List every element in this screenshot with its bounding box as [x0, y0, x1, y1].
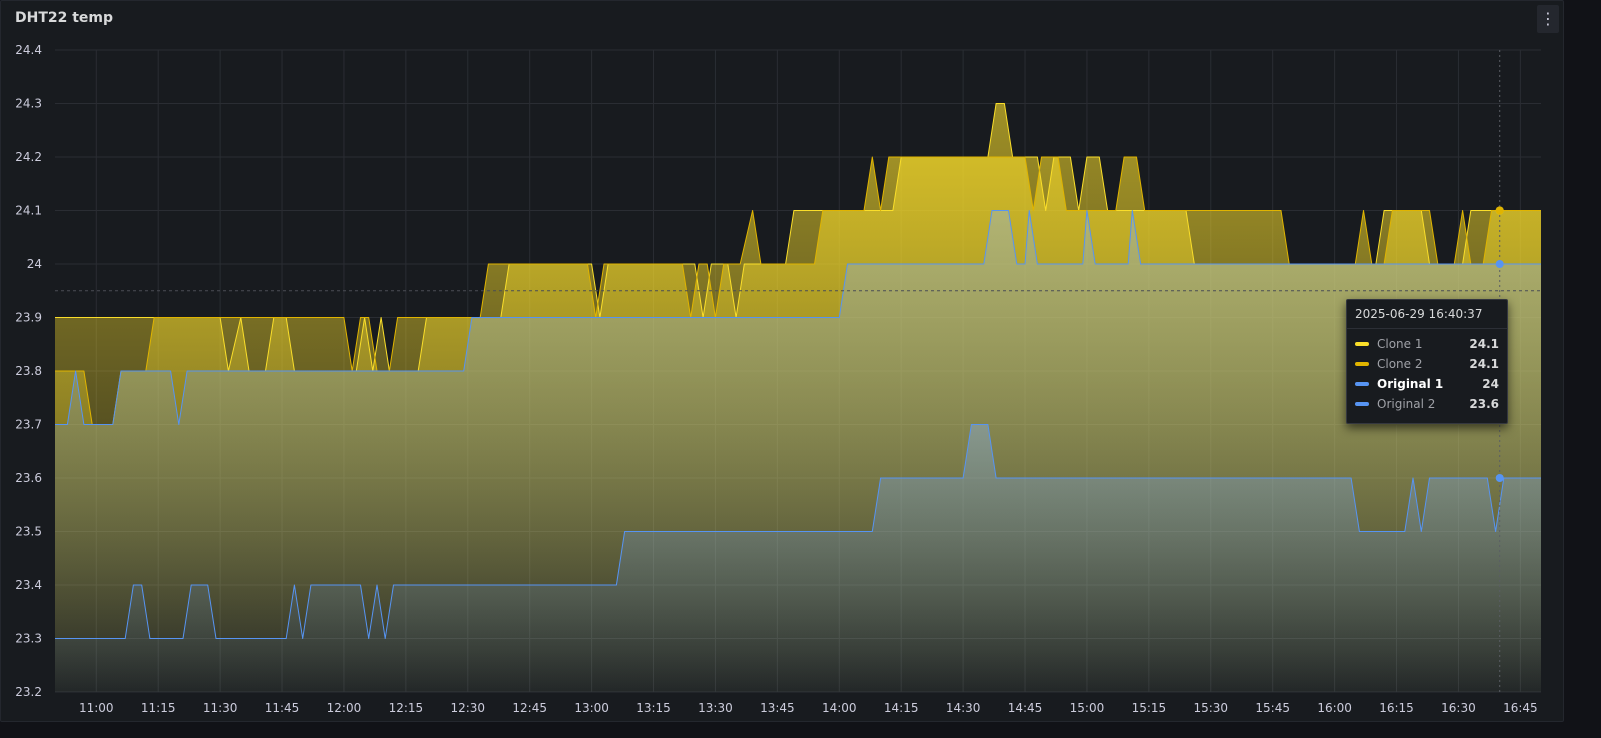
x-tick-label: 13:30: [698, 701, 733, 715]
panel-title: DHT22 temp: [15, 10, 114, 26]
x-tick-label: 11:00: [79, 701, 114, 715]
y-tick-label: 23.2: [15, 685, 42, 699]
tooltip-row-clone-2: Clone 2 24.1: [1347, 354, 1507, 374]
x-tick-label: 12:30: [450, 701, 485, 715]
legend-swatch: [1355, 342, 1369, 346]
y-tick-label: 23.8: [15, 364, 42, 378]
x-tick-label: 11:30: [203, 701, 238, 715]
y-tick-label: 24.3: [15, 97, 42, 111]
y-tick-label: 23.7: [15, 418, 42, 432]
hover-point: [1495, 474, 1504, 482]
legend-swatch: [1355, 362, 1369, 366]
x-tick-label: 15:00: [1070, 701, 1105, 715]
legend-swatch: [1355, 402, 1369, 406]
legend-swatch: [1355, 382, 1369, 386]
x-tick-label: 16:45: [1503, 701, 1538, 715]
tooltip-row-clone-1: Clone 1 24.1: [1347, 334, 1507, 354]
tooltip-row-original-2: Original 2 23.6: [1347, 394, 1507, 414]
hover-tooltip: 2025-06-29 16:40:37 Clone 1 24.1 Clone 2…: [1346, 299, 1508, 424]
y-tick-label: 24.2: [15, 150, 42, 164]
tooltip-series-value: 24.1: [1469, 357, 1499, 371]
hover-point: [1495, 260, 1504, 268]
tooltip-series-name: Clone 1: [1377, 337, 1423, 351]
x-tick-label: 14:00: [822, 701, 857, 715]
x-axis: 11:00 11:15 11:30 11:45 12:00 12:15 12:30 12:45…: [79, 701, 1538, 715]
series-line-original-2: [55, 424, 1541, 639]
x-tick-label: 16:15: [1379, 701, 1414, 715]
x-tick-label: 15:15: [1132, 701, 1167, 715]
x-tick-label: 12:45: [512, 701, 547, 715]
y-axis: 23.2 23.3 23.4 23.5 23.6 23.7 23.8 23.9 24 24.1 24…: [15, 43, 42, 699]
x-tick-label: 11:15: [141, 701, 176, 715]
x-tick-label: 16:00: [1317, 701, 1352, 715]
tooltip-time: 2025-06-29 16:40:37: [1347, 300, 1507, 329]
y-tick-label: 24.1: [15, 204, 42, 218]
series-lines: [55, 103, 1541, 639]
x-tick-label: 13:45: [760, 701, 795, 715]
series-line-original-1: [55, 210, 1541, 425]
y-tick-label: 23.5: [15, 525, 42, 539]
tooltip-series-value: 24.1: [1469, 337, 1499, 351]
tooltip-row-original-1: Original 1 24: [1347, 374, 1507, 394]
y-tick-label: 24: [27, 257, 42, 271]
x-tick-label: 11:45: [265, 701, 300, 715]
x-tick-label: 15:30: [1193, 701, 1228, 715]
x-tick-label: 14:15: [884, 701, 919, 715]
x-tick-label: 15:45: [1255, 701, 1290, 715]
x-tick-label: 12:00: [327, 701, 362, 715]
x-tick-label: 12:15: [389, 701, 424, 715]
tooltip-series-name: Original 1: [1377, 377, 1444, 391]
tooltip-series-name: Clone 2: [1377, 357, 1423, 371]
y-tick-label: 23.3: [15, 632, 42, 646]
x-tick-label: 14:30: [946, 701, 981, 715]
tooltip-series-value: 24: [1482, 377, 1499, 391]
tooltip-series-value: 23.6: [1469, 397, 1499, 411]
hover-point: [1495, 206, 1504, 215]
kebab-menu-icon[interactable]: ⋮: [1537, 5, 1559, 33]
x-tick-label: 14:45: [1008, 701, 1043, 715]
y-tick-label: 24.4: [15, 43, 42, 57]
y-tick-label: 23.6: [15, 471, 42, 485]
y-tick-label: 23.4: [15, 578, 42, 592]
series-areas: [55, 103, 1541, 692]
x-tick-label: 13:00: [574, 701, 609, 715]
x-tick-label: 13:15: [636, 701, 671, 715]
y-tick-label: 23.9: [15, 311, 42, 325]
series-line-clone-2: [55, 156, 1541, 425]
series-area-original-2: [55, 424, 1541, 692]
x-tick-label: 16:30: [1441, 701, 1476, 715]
tooltip-series-name: Original 2: [1377, 397, 1436, 411]
